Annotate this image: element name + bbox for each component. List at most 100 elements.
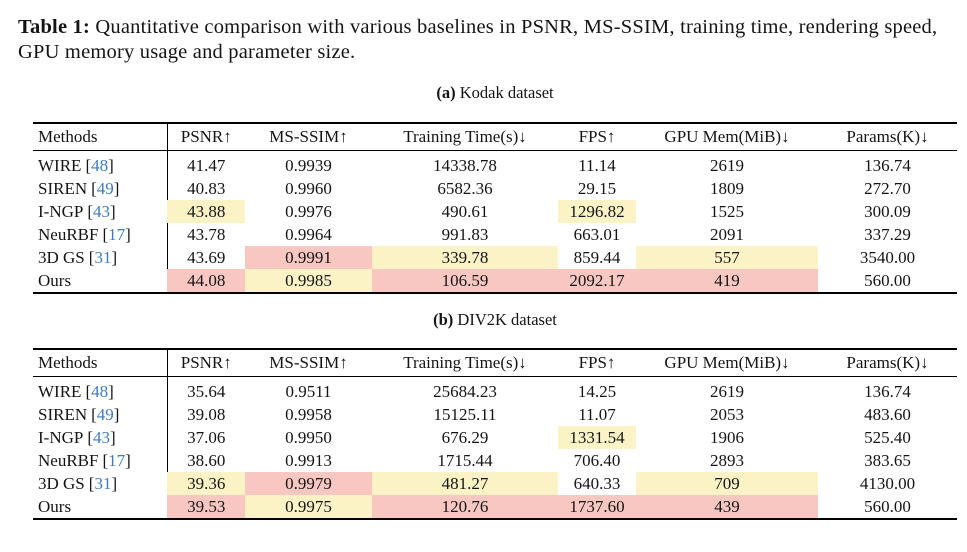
fps-cell: 1296.82	[558, 200, 636, 223]
method-cell: SIREN [49]	[38, 178, 120, 198]
gpu-mem-cell: 2053	[710, 404, 744, 424]
params-cell: 525.40	[864, 427, 911, 447]
kodak-header-row: Methods PSNR↑ MS-SSIM↑ Training Time(s)↓…	[33, 123, 957, 151]
table-title: Table 1: Quantitative comparison with va…	[18, 15, 953, 64]
psnr-cell: 37.06	[166, 426, 245, 449]
params-cell: 272.70	[864, 178, 911, 198]
training-time-cell: 120.76	[372, 495, 558, 519]
training-time-cell: 1715.44	[437, 450, 493, 470]
column-header-gpu-mem: GPU Mem(MiB)↓	[636, 123, 818, 151]
citation: [31]	[88, 473, 118, 493]
psnr-cell: 35.64	[166, 376, 245, 403]
method-cell: WIRE [48]	[38, 382, 114, 401]
citation: [43]	[87, 201, 116, 221]
subcaption-a: (a) Kodak dataset	[33, 83, 957, 103]
paper-page: Table 1: Quantitative comparison with va…	[18, 15, 957, 520]
msssim-cell: 0.9958	[285, 404, 332, 424]
method-cell: 3D GS [31]	[38, 247, 118, 267]
training-time-cell: 106.59	[372, 269, 558, 293]
params-cell: 4130.00	[859, 473, 916, 493]
table-title-line1: Quantitative comparison with various bas…	[95, 16, 746, 38]
table-row: I-NGP [43] 37.06 0.9950 676.29 1331.54 19…	[33, 426, 957, 449]
table-row: NeuRBF [17] 43.78 0.9964 991.83 663.01 20…	[33, 223, 957, 246]
fps-cell: 706.40	[573, 450, 621, 470]
training-time-cell: 490.61	[441, 201, 489, 221]
training-time-cell: 676.29	[441, 427, 489, 447]
msssim-cell: 0.9913	[285, 450, 332, 470]
fps-cell: 859.44	[573, 247, 621, 267]
fps-cell: 11.14	[578, 156, 616, 175]
column-header-gpu-mem: GPU Mem(MiB)↓	[636, 349, 818, 377]
params-cell: 337.29	[864, 224, 911, 244]
fps-cell: 1331.54	[558, 426, 636, 449]
gpu-mem-cell: 2091	[710, 224, 744, 244]
table-row: Ours 44.08 0.9985 106.59 2092.17 419 560…	[33, 269, 957, 293]
column-header-fps: FPS↑	[558, 349, 636, 377]
training-time-cell: 15125.11	[433, 404, 497, 424]
fps-cell: 1737.60	[558, 495, 636, 519]
gpu-mem-cell: 2619	[710, 382, 744, 401]
fps-cell: 29.15	[577, 178, 617, 198]
subcaption-b: (b) DIV2K dataset	[33, 310, 957, 330]
gpu-mem-cell: 1525	[710, 201, 744, 221]
psnr-cell: 40.83	[166, 177, 245, 200]
msssim-cell: 0.9976	[285, 201, 332, 221]
msssim-cell: 0.9511	[285, 382, 332, 401]
gpu-mem-cell: 557	[636, 246, 818, 269]
table-row: WIRE [48] 41.47 0.9939 14338.78 11.14 261…	[33, 150, 957, 177]
params-cell: 383.65	[864, 450, 911, 470]
table-row: NeuRBF [17] 38.60 0.9913 1715.44 706.40 2…	[33, 449, 957, 472]
fps-cell: 11.07	[578, 404, 616, 424]
msssim-cell: 0.9985	[245, 269, 372, 293]
fps-cell: 640.33	[573, 473, 621, 493]
subcaption-b-text: DIV2K dataset	[457, 310, 557, 329]
citation: [17]	[102, 450, 131, 470]
gpu-mem-cell: 2893	[710, 450, 744, 470]
psnr-cell: 39.36	[166, 472, 245, 495]
psnr-cell: 43.78	[166, 223, 245, 246]
psnr-cell: 39.08	[166, 403, 245, 426]
training-time-cell: 991.83	[441, 224, 489, 244]
column-header-training-time: Training Time(s)↓	[372, 123, 558, 151]
method-cell: WIRE [48]	[38, 156, 114, 175]
table-title-label: Table 1:	[18, 16, 91, 38]
citation: [48]	[85, 156, 114, 175]
table-row: Ours 39.53 0.9975 120.76 1737.60 439 560…	[33, 495, 957, 519]
params-cell: 136.74	[864, 156, 911, 175]
citation: [43]	[87, 427, 116, 447]
table-row: 3D GS [31] 39.36 0.9979 481.27 640.33 709…	[33, 472, 957, 495]
citation: [49]	[91, 404, 120, 424]
table-title-line2: time, rendering speed, GPU memory usage …	[18, 16, 938, 63]
subcaption-b-label: (b)	[433, 310, 454, 329]
psnr-cell: 38.60	[166, 449, 245, 472]
method-cell: I-NGP [43]	[38, 201, 116, 221]
kodak-table: Methods PSNR↑ MS-SSIM↑ Training Time(s)↓…	[33, 122, 957, 294]
subcaption-a-text: Kodak dataset	[459, 83, 554, 102]
column-header-fps: FPS↑	[558, 123, 636, 151]
params-cell: 3540.00	[859, 247, 916, 267]
fps-cell: 663.01	[573, 224, 621, 244]
column-header-methods: Methods	[33, 123, 167, 151]
gpu-mem-cell: 2619	[710, 156, 744, 175]
column-header-msssim: MS-SSIM↑	[245, 349, 372, 377]
column-header-psnr: PSNR↑	[166, 123, 245, 151]
params-cell: 483.60	[864, 404, 911, 424]
gpu-mem-cell: 709	[636, 472, 818, 495]
table-row: SIREN [49] 39.08 0.9958 15125.11 11.07 20…	[33, 403, 957, 426]
gpu-mem-cell: 439	[636, 495, 818, 519]
training-time-cell: 14338.78	[433, 156, 497, 175]
column-header-methods: Methods	[33, 349, 167, 377]
params-cell: 136.74	[864, 382, 911, 401]
psnr-cell: 43.88	[166, 200, 245, 223]
method-cell: NeuRBF [17]	[38, 450, 131, 470]
citation: [48]	[85, 382, 114, 401]
method-cell: I-NGP [43]	[38, 427, 116, 447]
training-time-cell: 339.78	[372, 246, 558, 269]
training-time-cell: 481.27	[372, 472, 558, 495]
column-header-params: Params(K)↓	[818, 123, 957, 151]
column-header-psnr: PSNR↑	[166, 349, 245, 377]
div2k-header-row: Methods PSNR↑ MS-SSIM↑ Training Time(s)↓…	[33, 349, 957, 377]
method-cell: SIREN [49]	[38, 404, 120, 424]
psnr-cell: 43.69	[166, 246, 245, 269]
psnr-cell: 44.08	[166, 269, 245, 293]
